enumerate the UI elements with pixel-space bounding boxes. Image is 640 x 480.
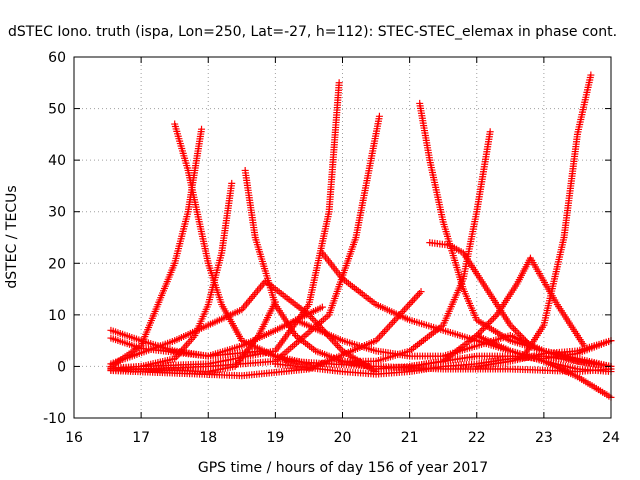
x-tick-label: 18 xyxy=(199,430,217,446)
data-point xyxy=(409,297,417,305)
data-point xyxy=(520,335,528,343)
data-point xyxy=(228,179,236,187)
data-point xyxy=(513,328,521,336)
data-point xyxy=(486,128,494,136)
x-tick-label: 22 xyxy=(468,430,486,446)
chart-title: dSTEC Iono. truth (ispa, Lon=250, Lat=-2… xyxy=(8,24,617,40)
x-tick-label: 17 xyxy=(132,430,150,446)
data-point xyxy=(490,314,498,322)
data-point xyxy=(377,331,385,339)
data-point xyxy=(479,325,487,333)
y-axis-label: dSTEC / TECUs xyxy=(4,185,20,288)
y-tick-label: 30 xyxy=(48,205,66,221)
data-point xyxy=(402,304,410,312)
data-point xyxy=(380,328,388,336)
y-tick-label: 0 xyxy=(57,359,66,375)
data-point xyxy=(387,320,395,328)
y-tick-label: 40 xyxy=(48,153,66,169)
data-point xyxy=(478,326,486,334)
data-series xyxy=(473,337,615,370)
data-series xyxy=(241,166,373,370)
data-point xyxy=(375,333,383,341)
data-point xyxy=(407,299,415,307)
plot-series xyxy=(107,71,615,401)
data-point xyxy=(476,328,484,336)
y-tick-label: 20 xyxy=(48,256,66,272)
data-point xyxy=(523,338,531,346)
data-point xyxy=(417,288,425,296)
x-tick-label: 19 xyxy=(266,430,284,446)
data-point xyxy=(389,318,397,326)
data-point xyxy=(405,300,413,308)
data-point xyxy=(318,303,326,311)
data-series xyxy=(416,99,615,370)
data-point xyxy=(508,323,516,331)
data-point xyxy=(404,302,412,310)
data-point xyxy=(511,326,519,334)
data-point xyxy=(335,343,343,351)
y-tick-label: 60 xyxy=(48,50,66,66)
x-tick-label: 20 xyxy=(334,430,352,446)
y-tick-label: 50 xyxy=(48,102,66,118)
data-point xyxy=(412,293,420,301)
data-point xyxy=(587,71,595,79)
x-tick-label: 16 xyxy=(65,430,83,446)
data-point xyxy=(510,325,518,333)
data-point xyxy=(491,313,499,321)
data-point xyxy=(410,295,418,303)
y-tick-label: 10 xyxy=(48,308,66,324)
data-point xyxy=(379,329,387,337)
y-tick-label: -10 xyxy=(43,411,66,427)
grid xyxy=(74,57,611,418)
data-point xyxy=(400,306,408,314)
x-axis-label: GPS time / hours of day 156 of year 2017 xyxy=(198,460,488,476)
data-series xyxy=(339,128,494,365)
data-point xyxy=(415,289,423,297)
data-point xyxy=(375,112,383,120)
axis-ticks: 16 17 18 19 20 21 22 23 24 -10 0 10 20 30 40 50 60 xyxy=(43,50,620,446)
data-point xyxy=(382,326,390,334)
x-tick-label: 21 xyxy=(401,430,419,446)
data-point xyxy=(521,337,529,345)
data-series xyxy=(171,120,313,368)
data-point xyxy=(335,79,343,87)
data-point xyxy=(506,321,514,329)
x-tick-label: 23 xyxy=(535,430,553,446)
data-series xyxy=(107,277,380,376)
data-point xyxy=(488,316,496,324)
data-point xyxy=(390,317,398,325)
data-point xyxy=(483,321,491,329)
data-point xyxy=(308,314,316,322)
data-point xyxy=(484,319,492,327)
data-point xyxy=(481,323,489,331)
data-series xyxy=(520,71,595,360)
data-point xyxy=(385,322,393,330)
data-point xyxy=(198,125,206,133)
data-point xyxy=(414,291,422,299)
data-point xyxy=(486,318,494,326)
x-tick-label: 24 xyxy=(602,430,620,446)
data-point xyxy=(515,330,523,338)
data-point xyxy=(384,324,392,332)
data-point xyxy=(518,333,526,341)
data-point xyxy=(516,331,524,339)
data-series xyxy=(107,125,206,370)
